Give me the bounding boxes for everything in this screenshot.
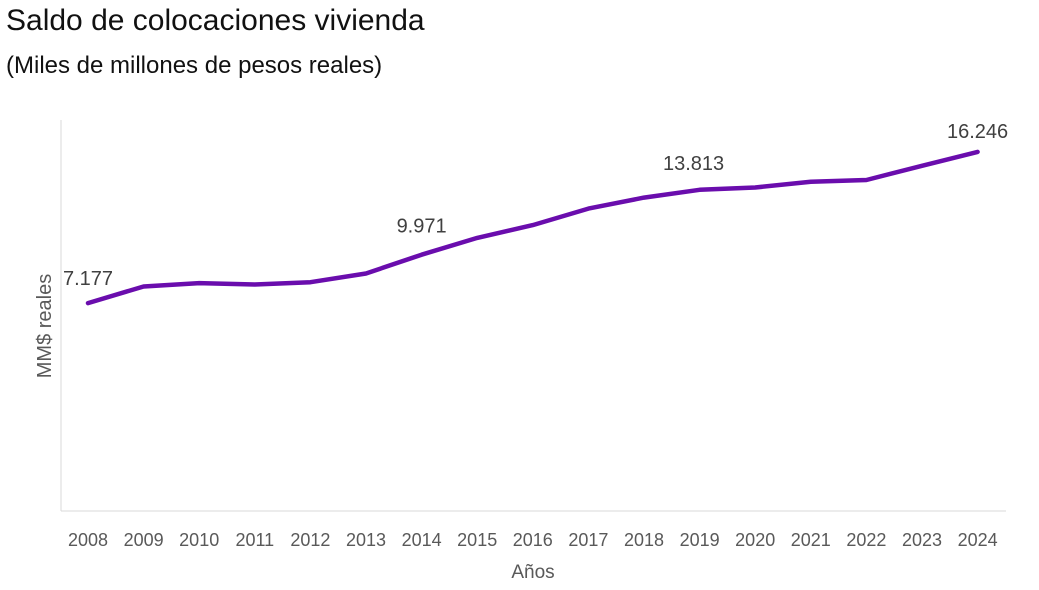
x-tick-label: 2018 xyxy=(624,530,664,550)
x-tick-label: 2021 xyxy=(791,530,831,550)
x-tick-label: 2023 xyxy=(902,530,942,550)
x-tick-label: 2010 xyxy=(179,530,219,550)
x-tick-label: 2012 xyxy=(290,530,330,550)
series-line xyxy=(85,149,980,306)
data-label-2008: 7.177 xyxy=(63,268,113,290)
chart-title: Saldo de colocaciones vivienda xyxy=(6,4,425,37)
x-tick-label: 2019 xyxy=(680,530,720,550)
x-tick-label: 2013 xyxy=(346,530,386,550)
data-label-2014: 9.971 xyxy=(397,216,447,238)
x-tick-label: 2015 xyxy=(457,530,497,550)
data-label-2019: 13.813 xyxy=(663,153,724,175)
data-label-2024: 16.246 xyxy=(947,121,1008,143)
x-axis-label: Años xyxy=(511,562,554,583)
x-tick-label: 2022 xyxy=(846,530,886,550)
x-tick-label: 2008 xyxy=(68,530,108,550)
x-tick-label: 2020 xyxy=(735,530,775,550)
x-tick-label: 2011 xyxy=(235,530,274,550)
x-tick-label: 2009 xyxy=(124,530,164,550)
x-tick-label: 2016 xyxy=(513,530,553,550)
x-tick-label: 2017 xyxy=(568,530,608,550)
x-tick-label: 2024 xyxy=(958,530,998,550)
chart-subtitle: (Miles de millones de pesos reales) xyxy=(6,52,383,79)
y-axis-label: MM$ reales xyxy=(34,274,56,378)
x-tick-label: 2014 xyxy=(402,530,442,550)
